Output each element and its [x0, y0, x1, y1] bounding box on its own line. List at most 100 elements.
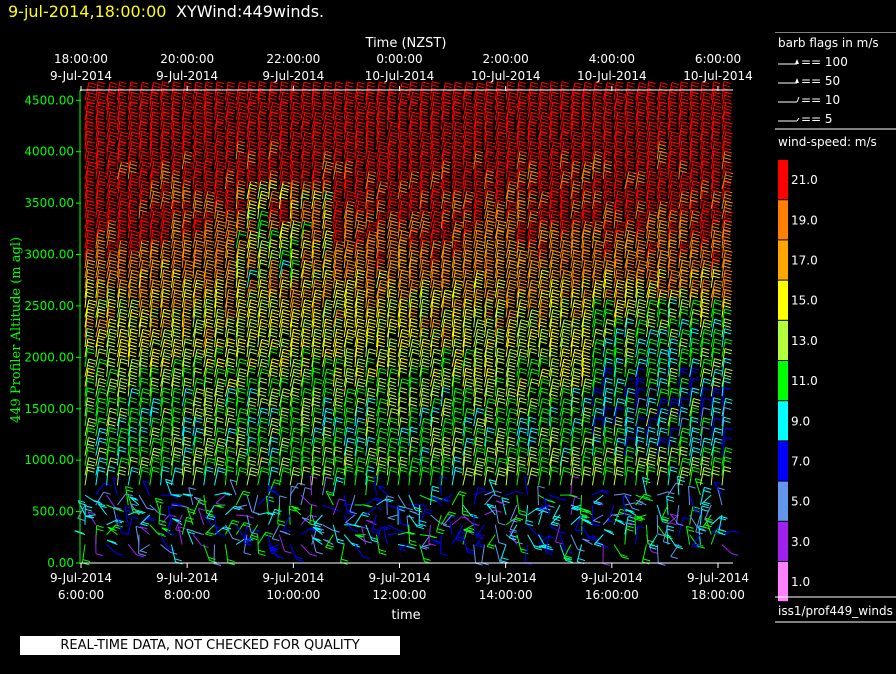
wind-barb [235, 396, 245, 417]
wind-barb [182, 493, 194, 497]
wind-barb [149, 407, 160, 427]
wind-barb [214, 81, 225, 101]
wind-barb [224, 524, 240, 541]
wind-barb [257, 534, 266, 557]
wind-barb [106, 288, 116, 308]
wind-barb [246, 416, 257, 436]
wind-barb [170, 160, 182, 180]
wind-barb [95, 299, 107, 318]
bottom-tick-time: 18:00:00 [691, 588, 745, 602]
wind-barb [149, 387, 160, 407]
wind-barb [127, 288, 138, 308]
wind-barb [138, 328, 150, 348]
wind-barb [138, 417, 149, 436]
wind-barb [95, 269, 106, 288]
wind-barb [160, 446, 170, 466]
wind-barb [214, 387, 224, 407]
wind-barb [268, 407, 279, 427]
wind-barb [229, 479, 238, 496]
wind-barb [149, 437, 161, 456]
wind-barb [149, 417, 161, 436]
wind-barb [138, 101, 149, 121]
wind-barb [257, 387, 268, 407]
wind-barb [116, 161, 129, 180]
wind-barb [192, 407, 204, 427]
wind-barb [170, 367, 182, 387]
wind-barb [160, 456, 171, 476]
wind-barb [95, 319, 107, 338]
top-tick-time: 2:00:00 [483, 52, 529, 66]
top-tick-time: 0:00:00 [376, 52, 422, 66]
colorbar-swatch [778, 441, 788, 481]
wind-barb [193, 496, 205, 506]
wind-barb [116, 288, 127, 308]
wind-barb [170, 377, 181, 397]
wind-barb [257, 397, 269, 417]
wind-barb [181, 447, 193, 466]
wind-barb [160, 298, 170, 318]
wind-barb [138, 268, 149, 288]
wind-barb [235, 268, 245, 288]
wind-barb [203, 259, 215, 279]
wind-barb [116, 81, 127, 101]
wind-barb [214, 327, 224, 348]
wind-barb [214, 258, 224, 279]
wind-barb [160, 258, 171, 279]
wind-barb [203, 130, 213, 150]
wind-barb [106, 160, 117, 180]
wind-barb [170, 308, 182, 328]
wind-barb [235, 288, 246, 308]
wind-barb [127, 358, 140, 377]
wind-barb [192, 258, 202, 279]
wind-barb [149, 524, 166, 537]
wind-barb [127, 190, 139, 209]
wind-barb [142, 480, 151, 496]
colorbar-swatch [778, 280, 788, 320]
top-tick-time: 20:00:00 [160, 52, 214, 66]
wind-barb [235, 219, 246, 239]
wind-barb [84, 505, 93, 525]
wind-barb [127, 436, 138, 456]
wind-barb [257, 531, 273, 545]
wind-barb [138, 407, 150, 427]
wind-barb [181, 130, 192, 150]
wind-barb [160, 377, 171, 397]
wind-barb [214, 278, 225, 298]
wind-barb [181, 436, 192, 456]
wind-barb [127, 209, 138, 229]
wind-barb [246, 239, 258, 259]
wind-barb [246, 446, 257, 466]
wind-barb [106, 426, 117, 446]
wind-barb [235, 170, 246, 190]
wind-barb [138, 367, 149, 387]
wind-barb [224, 328, 236, 348]
colorbar-swatch [778, 562, 788, 602]
colorbar-label: 1.0 [791, 575, 810, 589]
wind-barb [158, 504, 167, 527]
wind-barb [138, 436, 149, 456]
wind-barb [116, 140, 127, 160]
wind-barb [84, 199, 95, 219]
wind-barb [84, 387, 95, 407]
wind-barb [127, 516, 140, 535]
wind-barb [192, 427, 204, 446]
wind-barb [268, 436, 279, 456]
wind-speed-colorbar: 21.0 19.0 17.0 15.0 13.0 11.0 9.0 7.0 5.0 3.0 1.0 [778, 160, 818, 602]
wind-barb [249, 524, 259, 541]
wind-barb [160, 338, 172, 358]
wind-barb [149, 328, 161, 348]
wind-barb [203, 288, 214, 308]
wind-barb [160, 269, 171, 288]
bottom-tick-time: 12:00:00 [373, 588, 427, 602]
wind-barb [214, 170, 225, 190]
wind-barb [127, 466, 139, 486]
wind-barb [224, 289, 236, 308]
wind-barb [214, 179, 224, 200]
wind-barb [95, 171, 107, 190]
wind-barb [181, 367, 192, 387]
wind-barb [95, 466, 106, 486]
wind-barb [95, 288, 106, 308]
wind-barb [203, 298, 214, 318]
wind-barb [192, 466, 204, 486]
barb-flag-icon [795, 59, 799, 64]
